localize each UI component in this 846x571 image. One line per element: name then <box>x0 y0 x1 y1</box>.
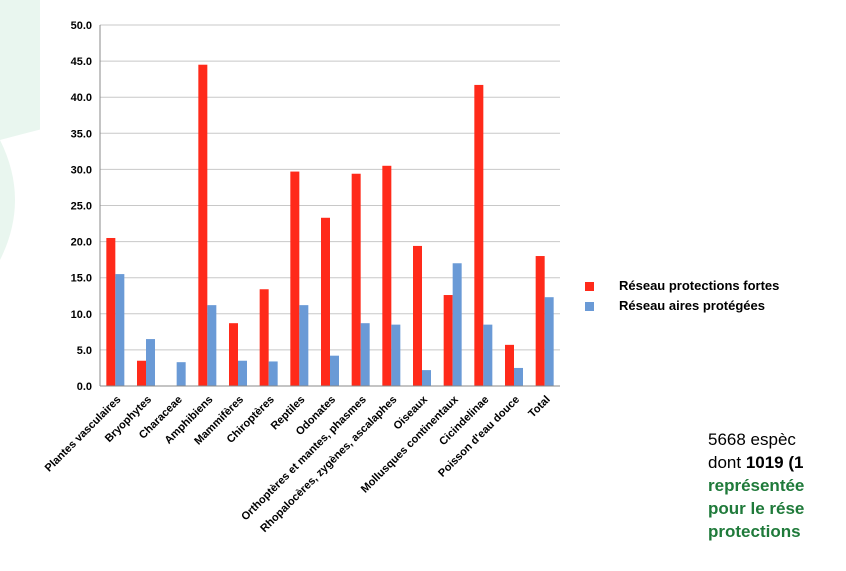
y-tick-label: 0.0 <box>77 381 92 393</box>
y-tick-label: 5.0 <box>77 345 92 357</box>
y-tick-label: 10.0 <box>71 309 92 321</box>
side-caption-line3: représentée <box>708 476 805 495</box>
bar-aires-protegees <box>268 361 278 386</box>
bar-aires-protegees <box>146 339 155 386</box>
bar-aires-protegees <box>452 263 462 386</box>
bar-chart: 0.0 5.0 10.0 15.0 20.0 25.0 30.0 35.0 40.0 45.0 50… <box>43 20 560 535</box>
bar-protections-fortes <box>474 84 484 387</box>
side-caption: 5668 espèc dont 1019 (1 représentée pour… <box>708 428 846 543</box>
legend-label-areas: Réseau aires protégées <box>619 298 765 313</box>
y-tick-label: 20.0 <box>71 237 92 249</box>
legend-swatch-strong <box>585 281 594 291</box>
y-axis-ticks: 0.0 5.0 10.0 15.0 20.0 25.0 30.0 35.0 40.0 45.0 50… <box>71 20 92 393</box>
bar-protections-fortes <box>229 323 238 386</box>
legend-label-strong: Réseau protections fortes <box>619 278 780 293</box>
bar-protections-fortes <box>106 237 116 386</box>
y-tick-label: 35.0 <box>71 128 92 140</box>
bar-protections-fortes <box>413 245 422 386</box>
y-tick-label: 50.0 <box>71 20 92 32</box>
bar-protections-fortes <box>137 360 146 386</box>
background-swoosh-left <box>0 140 15 260</box>
y-tick-label: 30.0 <box>71 164 92 176</box>
side-caption-line1: 5668 espèc <box>708 430 796 449</box>
bars <box>106 64 554 387</box>
bar-aires-protegees <box>360 323 370 386</box>
bar-protections-fortes <box>290 171 300 386</box>
bar-aires-protegees <box>330 355 339 386</box>
legend-item-strong: Réseau protections fortes <box>585 276 779 296</box>
side-caption-line2: dont 1019 (1 <box>708 451 846 474</box>
bar-protections-fortes <box>443 295 453 386</box>
bar-protections-fortes <box>321 217 330 386</box>
bar-aires-protegees <box>514 367 523 386</box>
legend-item-areas: Réseau aires protégées <box>585 296 779 316</box>
side-caption-line2-prefix: dont <box>708 453 746 472</box>
side-caption-line5: protections <box>708 522 801 541</box>
x-axis-labels: Plantes vasculairesBryophytesCharaceaeAm… <box>43 393 553 535</box>
side-caption-line2-count: 1019 (1 <box>745 453 804 472</box>
bar-protections-fortes <box>259 289 269 386</box>
chart-legend: Réseau protections fortes Réseau aires p… <box>585 276 779 316</box>
y-tick-label: 45.0 <box>71 56 92 68</box>
x-tick-label: Total <box>526 394 552 420</box>
y-tick-label: 15.0 <box>71 273 92 285</box>
bar-aires-protegees <box>483 324 493 386</box>
bar-aires-protegees <box>299 305 309 386</box>
bar-aires-protegees <box>238 360 247 386</box>
bar-aires-protegees <box>544 297 554 386</box>
bar-aires-protegees <box>115 274 125 386</box>
bar-protections-fortes <box>505 344 514 386</box>
bar-protections-fortes <box>535 256 545 386</box>
bar-protections-fortes <box>198 64 208 387</box>
bar-aires-protegees <box>176 362 186 386</box>
legend-swatch-areas <box>585 301 594 311</box>
bar-aires-protegees <box>422 370 431 386</box>
bar-aires-protegees <box>391 324 401 386</box>
side-caption-line4: pour le rése <box>708 499 805 518</box>
y-tick-label: 25.0 <box>71 201 92 213</box>
bar-aires-protegees <box>207 305 217 386</box>
bar-protections-fortes <box>351 173 361 386</box>
chart-panel: 0.0 5.0 10.0 15.0 20.0 25.0 30.0 35.0 40.0 45.0 50… <box>40 0 600 571</box>
y-tick-label: 40.0 <box>71 92 92 104</box>
bar-protections-fortes <box>382 165 392 386</box>
